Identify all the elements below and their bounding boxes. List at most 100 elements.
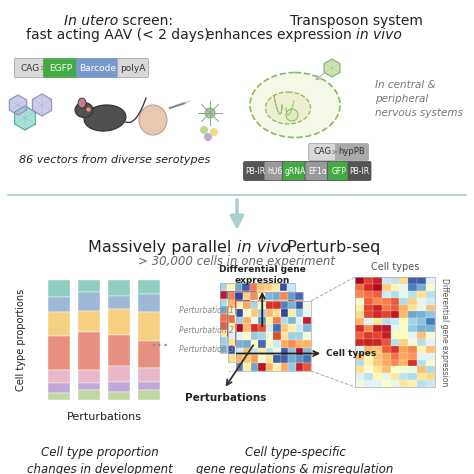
Bar <box>408 366 417 373</box>
Bar <box>273 331 281 338</box>
Bar <box>289 363 296 371</box>
Bar <box>258 292 265 300</box>
Bar <box>228 346 236 354</box>
Bar <box>48 370 70 383</box>
Bar <box>382 339 391 346</box>
Bar <box>243 346 250 354</box>
Bar <box>273 301 281 309</box>
Bar <box>288 329 295 337</box>
Bar <box>258 324 266 332</box>
Bar <box>391 318 400 325</box>
Bar <box>273 309 281 317</box>
Text: Perturbation 1: Perturbation 1 <box>179 306 234 315</box>
Bar <box>417 318 426 325</box>
Bar <box>220 337 228 345</box>
Bar <box>273 324 281 332</box>
FancyBboxPatch shape <box>348 162 371 181</box>
Bar <box>250 346 258 354</box>
Bar <box>355 353 364 359</box>
Bar <box>400 353 408 359</box>
Bar <box>281 309 289 317</box>
Bar <box>220 283 295 353</box>
Bar <box>303 363 311 371</box>
Bar <box>303 356 311 363</box>
Bar <box>382 353 391 359</box>
Bar <box>228 292 303 362</box>
Bar <box>244 363 251 371</box>
FancyBboxPatch shape <box>328 162 350 181</box>
Bar <box>426 318 435 325</box>
Bar <box>108 392 130 400</box>
Bar <box>228 283 235 291</box>
Bar <box>244 347 251 356</box>
Polygon shape <box>15 106 36 130</box>
Text: EGFP: EGFP <box>49 64 73 73</box>
Bar <box>295 354 303 362</box>
Bar <box>243 354 250 362</box>
Bar <box>288 314 295 322</box>
Circle shape <box>286 109 298 121</box>
Bar <box>266 347 273 356</box>
Bar <box>391 353 400 359</box>
Bar <box>257 314 265 322</box>
Bar <box>281 317 289 324</box>
Bar <box>243 331 250 338</box>
Bar <box>244 324 251 332</box>
Bar <box>408 359 417 366</box>
Text: hU6: hU6 <box>267 166 282 175</box>
Bar <box>408 284 417 291</box>
Bar <box>78 332 100 370</box>
Bar <box>373 353 382 359</box>
Bar <box>281 324 289 332</box>
Bar <box>243 291 250 299</box>
Bar <box>243 314 250 322</box>
FancyBboxPatch shape <box>264 162 285 181</box>
Bar <box>251 324 258 332</box>
Bar <box>400 373 408 380</box>
Bar <box>391 359 400 366</box>
Bar <box>289 301 296 309</box>
Bar <box>373 332 382 339</box>
Bar <box>391 373 400 380</box>
Bar <box>373 311 382 318</box>
Bar <box>364 366 373 373</box>
Bar <box>266 363 273 371</box>
Bar <box>265 338 273 346</box>
Bar <box>382 291 391 298</box>
Bar <box>250 322 257 329</box>
Bar <box>236 363 244 371</box>
Bar <box>243 306 250 314</box>
Bar <box>295 308 303 315</box>
Bar <box>417 346 426 353</box>
Bar <box>250 299 257 306</box>
Bar <box>228 329 235 337</box>
Bar <box>391 298 400 304</box>
Bar <box>250 314 257 322</box>
Bar <box>355 291 364 298</box>
Bar <box>243 308 250 315</box>
Bar <box>289 332 296 340</box>
Bar <box>236 292 243 300</box>
Bar <box>364 277 373 284</box>
Bar <box>78 292 100 311</box>
Text: Cell types: Cell types <box>371 262 419 272</box>
Bar <box>408 373 417 380</box>
Bar <box>273 354 281 362</box>
Bar <box>426 284 435 291</box>
Bar <box>417 380 426 387</box>
Bar <box>228 337 235 345</box>
Bar <box>258 331 265 338</box>
Bar <box>244 340 251 347</box>
Bar <box>373 373 382 380</box>
Bar <box>235 306 243 314</box>
Bar <box>108 296 130 309</box>
Bar <box>138 391 160 400</box>
Text: In utero: In utero <box>64 14 118 28</box>
Text: GFP: GFP <box>331 166 346 175</box>
Bar <box>258 317 266 324</box>
Bar <box>236 338 243 346</box>
Bar <box>228 300 236 308</box>
Bar <box>273 332 281 340</box>
Bar <box>417 359 426 366</box>
Bar <box>243 323 250 331</box>
